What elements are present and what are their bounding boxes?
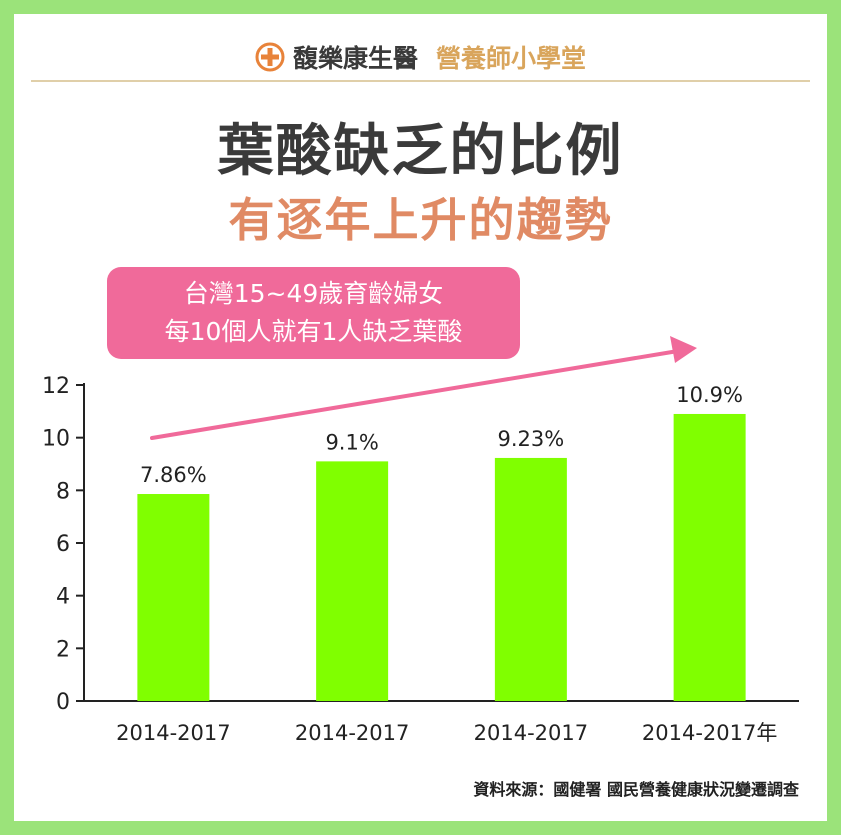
brand-header: 馥樂康生醫 營養師小學堂 <box>14 40 827 74</box>
cross-logo-icon <box>255 42 285 72</box>
page-subtitle: 有逐年上升的趨勢 <box>228 193 613 247</box>
x-tick-label: 2014-2017年 <box>642 721 777 745</box>
brand-name: 馥樂康生醫 <box>292 44 418 73</box>
y-tick-label: 8 <box>56 479 70 504</box>
x-tick-label: 2014-2017 <box>474 721 588 745</box>
bar <box>137 494 210 701</box>
source-note: 資料來源：國健署 國民營養健康狀況變遷調查 <box>473 780 799 799</box>
data-label: 7.86% <box>140 463 207 487</box>
y-tick-label: 10 <box>42 427 70 452</box>
bar-chart: 0 2 4 6 8 10 12 7.86% 2014-2017 9.1% 2014-2017 9.23… <box>42 336 799 745</box>
header-divider <box>31 80 810 82</box>
page-title: 葉酸缺乏的比例 <box>217 119 624 184</box>
x-tick-label: 2014-2017 <box>295 721 409 745</box>
x-tick-label: 2014-2017 <box>116 721 230 745</box>
infographic-card: 馥樂康生醫 營養師小學堂 葉酸缺乏的比例 有逐年上升的趨勢 台灣15~49歲育齡… <box>14 14 827 821</box>
brand-subtitle: 營養師小學堂 <box>436 44 587 73</box>
callout-line-2: 每10個人就有1人缺乏葉酸 <box>164 317 463 346</box>
callout-box: 台灣15~49歲育齡婦女 每10個人就有1人缺乏葉酸 <box>107 267 520 359</box>
y-tick-label: 12 <box>42 374 70 399</box>
trend-arrow-head-icon <box>670 336 697 363</box>
data-label: 9.1% <box>325 430 378 454</box>
bar <box>316 461 389 701</box>
data-label: 10.9% <box>676 383 743 407</box>
y-tick-label: 2 <box>56 637 70 662</box>
bar <box>494 457 567 701</box>
trend-arrow-line <box>150 349 680 440</box>
callout-line-1: 台灣15~49歲育齡婦女 <box>183 279 444 308</box>
y-tick-label: 4 <box>56 585 70 610</box>
data-label: 9.23% <box>498 427 565 451</box>
y-tick-label: 0 <box>56 690 70 715</box>
y-tick-label: 6 <box>56 532 70 557</box>
bar <box>673 413 746 701</box>
